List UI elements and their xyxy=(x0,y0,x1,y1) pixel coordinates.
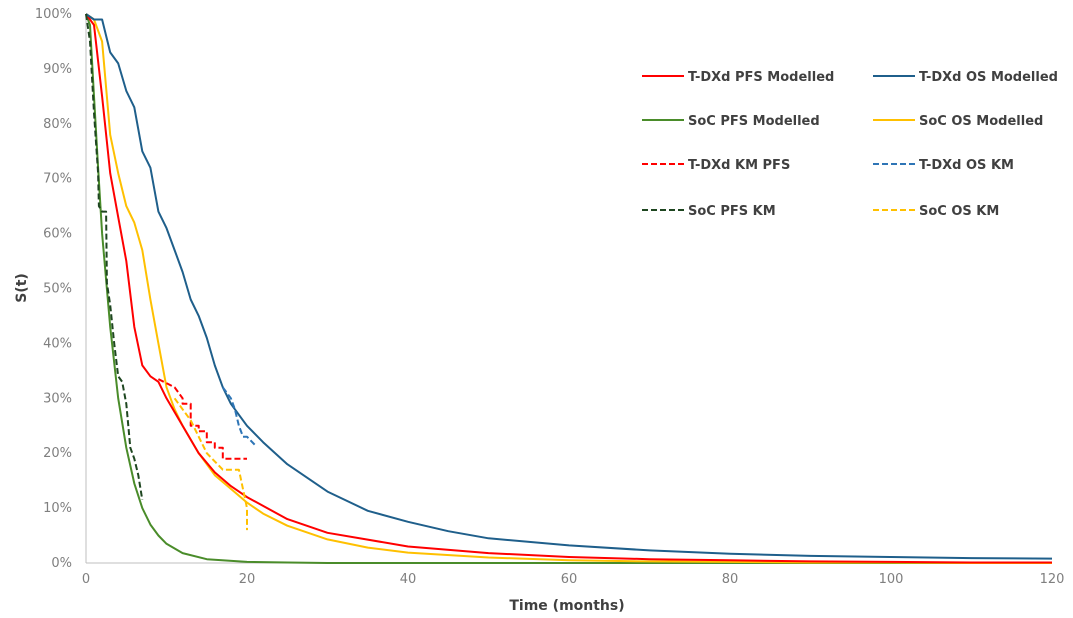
x-tick-label: 40 xyxy=(400,572,417,587)
series-line-t-dxd-pfs-modelled xyxy=(85,13,1052,564)
x-tick-label: 100 xyxy=(879,572,904,587)
legend-label: T-DXd PFS Modelled xyxy=(688,70,834,85)
legend-label: T-DXd KM PFS xyxy=(688,158,790,173)
series-line-soc-os-km xyxy=(173,397,248,531)
series-line-soc-pfs-km xyxy=(85,13,144,501)
y-tick-label: 90% xyxy=(43,62,72,77)
x-tick-label: 20 xyxy=(239,572,256,587)
series-line-soc-pfs-modelled xyxy=(85,13,1052,564)
y-tick-label: 20% xyxy=(43,446,72,461)
legend-label: T-DXd OS KM xyxy=(919,158,1014,173)
legend-label: SoC OS Modelled xyxy=(919,114,1043,129)
y-tick-label: 50% xyxy=(43,282,72,297)
series-line-t-dxd-os-modelled xyxy=(85,13,1053,560)
series-line-t-dxd-os-km xyxy=(221,386,256,446)
y-tick-label: 70% xyxy=(43,172,72,187)
y-tick-label: 40% xyxy=(43,336,72,351)
legend-label: T-DXd OS Modelled xyxy=(919,70,1058,85)
legend-label: SoC OS KM xyxy=(919,204,999,219)
y-tick-label: 0% xyxy=(51,556,72,571)
series-line-soc-os-modelled xyxy=(85,13,1052,564)
x-tick-label: 80 xyxy=(722,572,739,587)
x-tick-label: 120 xyxy=(1040,572,1065,587)
y-tick-label: 30% xyxy=(43,391,72,406)
legend: T-DXd PFS Modelled T-DXd OS Modelled SoC P… xyxy=(642,70,1058,219)
x-tick-label: 0 xyxy=(82,572,90,587)
y-tick-label: 100% xyxy=(35,7,72,22)
series-layer xyxy=(85,13,1053,564)
legend-label: SoC PFS Modelled xyxy=(688,114,820,129)
axes-layer: 0% 10% 20% 30% 40% 50% 60% 70% 80% 90% 100% 0 20 40 60… xyxy=(35,7,1065,587)
x-axis-title: Time (months) xyxy=(509,598,624,614)
y-tick-label: 60% xyxy=(43,227,72,242)
y-tick-label: 10% xyxy=(43,501,72,516)
x-tick-label: 60 xyxy=(561,572,578,587)
y-axis-title: S(t) xyxy=(14,273,30,303)
series-line-t-dxd-km-pfs xyxy=(157,378,247,460)
legend-label: SoC PFS KM xyxy=(688,204,776,219)
y-tick-label: 80% xyxy=(43,117,72,132)
